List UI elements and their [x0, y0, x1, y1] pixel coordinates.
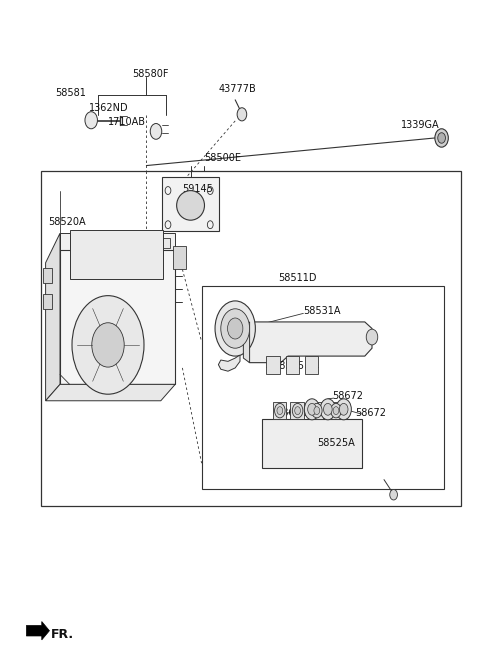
Text: 58672: 58672 [276, 407, 307, 418]
Text: 58531A: 58531A [303, 306, 341, 316]
Polygon shape [60, 250, 175, 384]
Text: 1710AB: 1710AB [108, 116, 146, 127]
Circle shape [275, 403, 285, 418]
Circle shape [72, 296, 144, 394]
Polygon shape [46, 233, 60, 401]
Circle shape [366, 329, 378, 345]
Circle shape [435, 129, 448, 147]
Circle shape [85, 112, 97, 129]
Circle shape [331, 403, 341, 418]
Text: 1362ND: 1362ND [89, 103, 129, 114]
Bar [290, 402, 304, 419]
Circle shape [304, 399, 320, 420]
Circle shape [228, 318, 243, 339]
Text: 58525A: 58525A [317, 438, 355, 449]
Text: 58500E: 58500E [204, 152, 241, 163]
Circle shape [150, 124, 162, 139]
Bar [41, 171, 461, 506]
Bar [262, 419, 362, 468]
Text: 43777B: 43777B [218, 83, 256, 94]
Bar [43, 268, 52, 283]
Text: 58581: 58581 [55, 88, 86, 99]
Bar [70, 230, 163, 279]
Circle shape [314, 407, 320, 415]
Circle shape [438, 133, 445, 143]
Circle shape [312, 403, 322, 418]
Circle shape [237, 108, 247, 121]
Polygon shape [245, 322, 372, 363]
Bar [43, 294, 52, 309]
Bar [266, 356, 280, 374]
Ellipse shape [177, 191, 204, 220]
Circle shape [295, 407, 300, 415]
Circle shape [336, 399, 351, 420]
Polygon shape [218, 355, 240, 371]
Bar [173, 246, 186, 269]
Text: 58511D: 58511D [278, 273, 317, 283]
Text: 58672: 58672 [333, 391, 364, 401]
Bar [273, 402, 286, 419]
Text: 58580F: 58580F [132, 68, 168, 79]
Polygon shape [60, 233, 175, 250]
Text: 59145: 59145 [182, 184, 213, 194]
Text: 58520A: 58520A [48, 217, 85, 227]
Circle shape [292, 403, 303, 418]
Text: 1339GA: 1339GA [401, 120, 439, 130]
Circle shape [324, 403, 332, 415]
Polygon shape [243, 322, 250, 363]
Text: FR.: FR. [50, 627, 73, 641]
Bar [305, 356, 318, 374]
Circle shape [221, 309, 250, 348]
Circle shape [390, 489, 397, 500]
Text: 58672: 58672 [355, 407, 386, 418]
Polygon shape [26, 622, 49, 640]
Circle shape [308, 403, 316, 415]
Bar [162, 177, 219, 231]
Text: 58535: 58535 [274, 361, 305, 371]
Circle shape [320, 399, 336, 420]
Bar [329, 402, 342, 419]
Bar [286, 356, 299, 374]
Circle shape [92, 323, 124, 367]
Polygon shape [46, 384, 175, 401]
Circle shape [339, 403, 348, 415]
Bar [310, 402, 323, 419]
Circle shape [277, 407, 283, 415]
Circle shape [333, 407, 339, 415]
Circle shape [215, 301, 255, 356]
Bar [70, 238, 170, 248]
Bar [202, 286, 444, 489]
